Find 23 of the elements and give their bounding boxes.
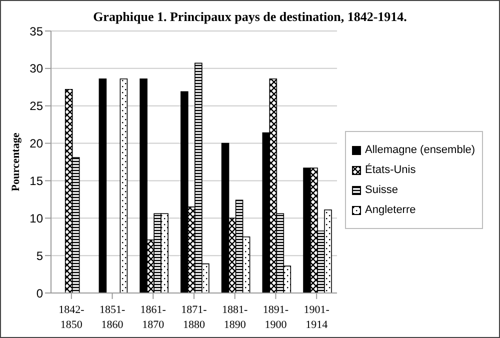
y-tick-label: 0 — [36, 286, 44, 300]
y-tick-label: 5 — [36, 248, 44, 263]
x-tick-label: 1891-1900 — [262, 304, 289, 331]
y-tick-label: 30 — [30, 62, 44, 76]
y-tick-label: 10 — [30, 211, 44, 226]
x-tick-label: 1901-1914 — [304, 304, 330, 331]
x-tick-label: 1851-1860 — [99, 304, 126, 331]
x-tick-label: 1871-1880 — [181, 304, 208, 331]
x-tick-label: 1881-1890 — [222, 304, 248, 331]
legend-label: Angleterre — [365, 204, 416, 216]
bar — [120, 78, 128, 293]
y-tick-label: 15 — [30, 174, 44, 188]
x-tick-label: 1861-1870 — [140, 304, 166, 331]
legend-label: Allemagne (ensemble) — [365, 144, 476, 156]
y-tick-label: 35 — [30, 24, 44, 38]
y-tick-label: 25 — [30, 99, 44, 114]
chart-title: Graphique 1. Principaux pays de destination, 1842-1914. — [92, 9, 408, 25]
legend-label: États-Unis — [365, 164, 416, 176]
bar — [98, 78, 107, 293]
y-axis-title: Pourcentage — [10, 132, 22, 192]
legend-label: Suisse — [365, 184, 398, 196]
x-tick-label: 1842-1850 — [58, 304, 85, 331]
y-tick-label: 20 — [30, 136, 44, 151]
